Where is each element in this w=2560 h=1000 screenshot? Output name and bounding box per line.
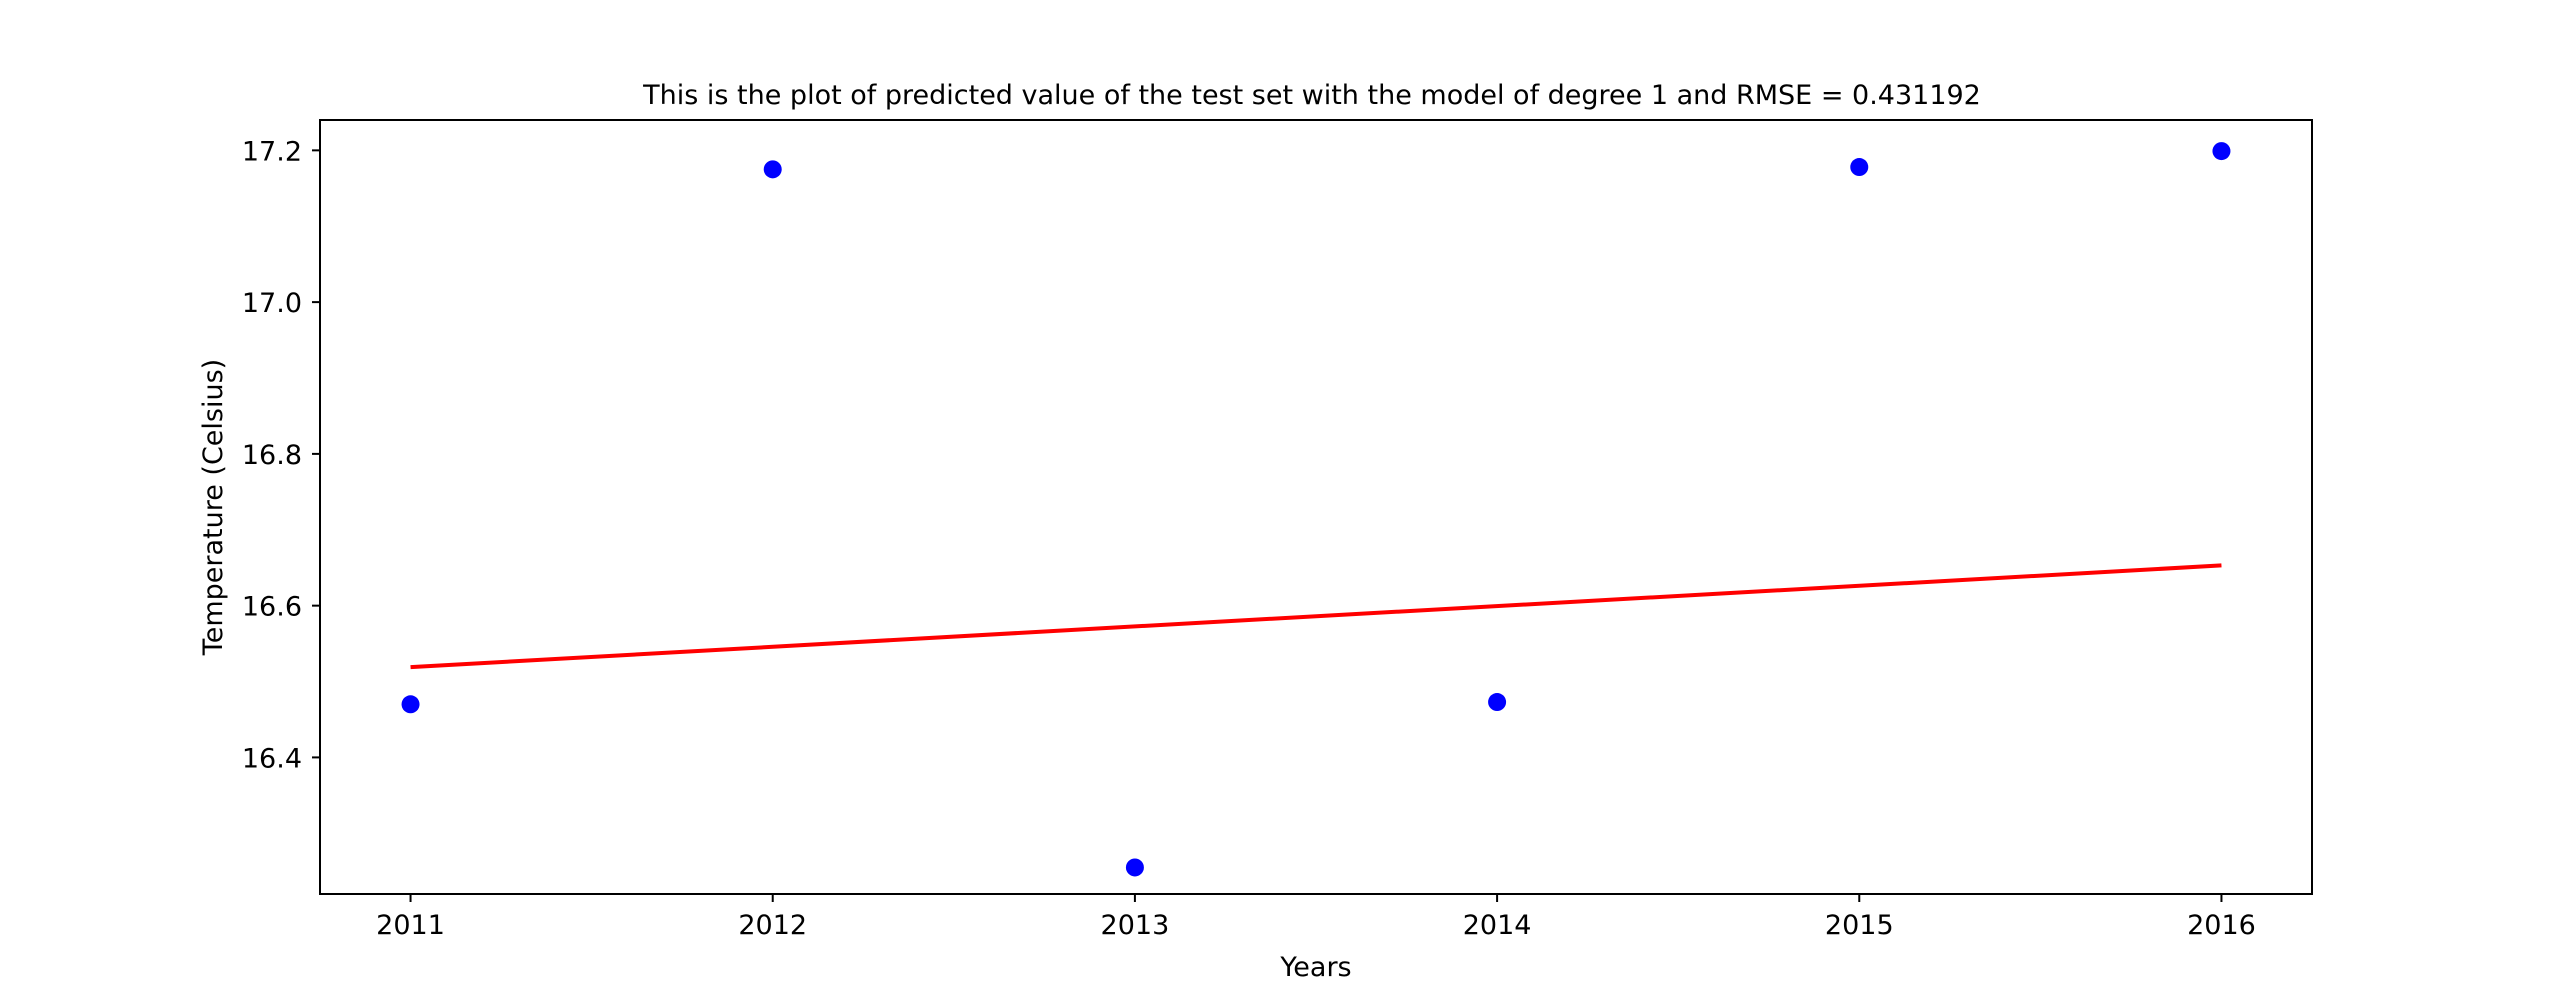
scatter-point <box>1125 858 1144 877</box>
y-tick-label: 17.0 <box>242 288 302 319</box>
scatter-point <box>763 160 782 179</box>
y-axis-label: Temperature (Celsius) <box>198 359 229 656</box>
x-tick-label: 2011 <box>376 910 445 941</box>
x-tick-label: 2016 <box>2187 910 2256 941</box>
fit-line <box>410 563 2222 670</box>
plot-area <box>401 142 2231 877</box>
y-tick-label: 16.8 <box>242 440 302 471</box>
plot-frame <box>319 119 2313 895</box>
x-axis-label: Years <box>1279 952 1351 983</box>
x-tick-label: 2014 <box>1463 910 1532 941</box>
scatter-point <box>1850 158 1869 177</box>
y-tick-label: 16.6 <box>242 592 302 623</box>
scatter-point <box>401 695 420 714</box>
x-tick-label: 2015 <box>1825 910 1894 941</box>
scatter-point <box>1488 693 1507 712</box>
chart-title: This is the plot of predicted value of t… <box>642 80 1981 111</box>
y-axis: 16.4 16.6 16.8 17.0 17.2 <box>242 136 320 774</box>
y-tick-label: 16.4 <box>242 743 302 774</box>
x-tick-label: 2012 <box>738 910 807 941</box>
scatter-point <box>2212 142 2231 161</box>
y-tick-label: 17.2 <box>242 136 302 167</box>
x-axis: 2011 2012 2013 2014 2015 2016 <box>376 894 2256 941</box>
x-tick-label: 2013 <box>1101 910 1170 941</box>
